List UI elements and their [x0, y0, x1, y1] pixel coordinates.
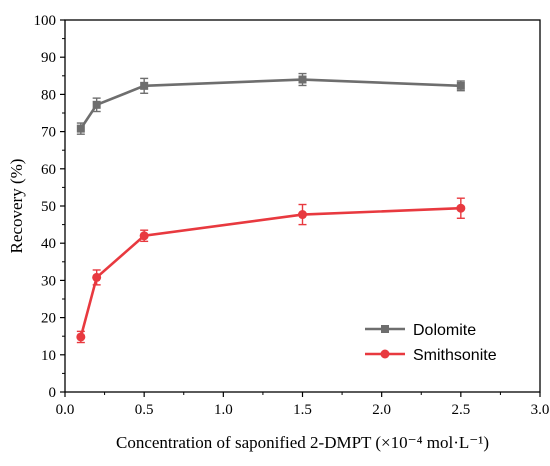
x-axis-title: Concentration of saponified 2-DMPT (×10⁻…: [116, 433, 489, 452]
data-point: [76, 332, 86, 342]
legend-item-smithsonite: Smithsonite: [365, 347, 497, 364]
x-tick-label: 3.0: [531, 402, 550, 418]
y-tick-label: 0: [49, 385, 57, 401]
y-tick-label: 60: [41, 162, 56, 178]
data-point: [92, 272, 102, 282]
y-tick-label: 20: [41, 311, 56, 327]
data-point: [140, 81, 149, 90]
y-tick-label: 70: [41, 125, 56, 141]
y-tick-label: 10: [41, 348, 56, 364]
x-tick-label: 2.5: [451, 402, 470, 418]
y-tick-label: 30: [41, 273, 56, 289]
series-line: [79, 206, 461, 338]
x-tick-label: 0.0: [56, 402, 75, 418]
axes: 0.0 0.5 1.0 1.5 2.0 2.5 3.0 0 10 20 30 40 50 60 70 80 90…: [34, 13, 550, 418]
data-point: [298, 210, 307, 220]
legend-item-dolomite: Dolomite: [365, 322, 476, 339]
series-layer: [76, 72, 466, 344]
series-smithsonite: [76, 197, 466, 344]
data-point: [92, 100, 101, 109]
data-point: [456, 203, 466, 213]
data-point: [139, 231, 149, 241]
data-point: [76, 124, 85, 133]
x-tick-label: 1.5: [293, 402, 312, 418]
y-tick-label: 80: [41, 87, 56, 103]
series-dolomite: [76, 72, 465, 135]
legend-marker: [380, 349, 390, 359]
data-point: [298, 75, 307, 84]
y-axis-title: Recovery (%): [7, 159, 26, 254]
y-tick-label: 50: [41, 199, 56, 215]
legend-label: Smithsonite: [413, 347, 497, 364]
y-tick-label: 40: [41, 236, 56, 252]
y-tick-label: 100: [34, 13, 57, 29]
x-tick-label: 1.0: [214, 402, 233, 418]
x-tick-label: 2.0: [372, 402, 391, 418]
y-tick-label: 90: [41, 50, 56, 66]
legend: Dolomite Smithsonite: [365, 322, 497, 364]
series-line: [79, 78, 461, 130]
legend-marker: [381, 325, 389, 333]
x-tick-label: 0.5: [135, 402, 154, 418]
data-point: [456, 81, 465, 90]
legend-label: Dolomite: [413, 322, 476, 339]
